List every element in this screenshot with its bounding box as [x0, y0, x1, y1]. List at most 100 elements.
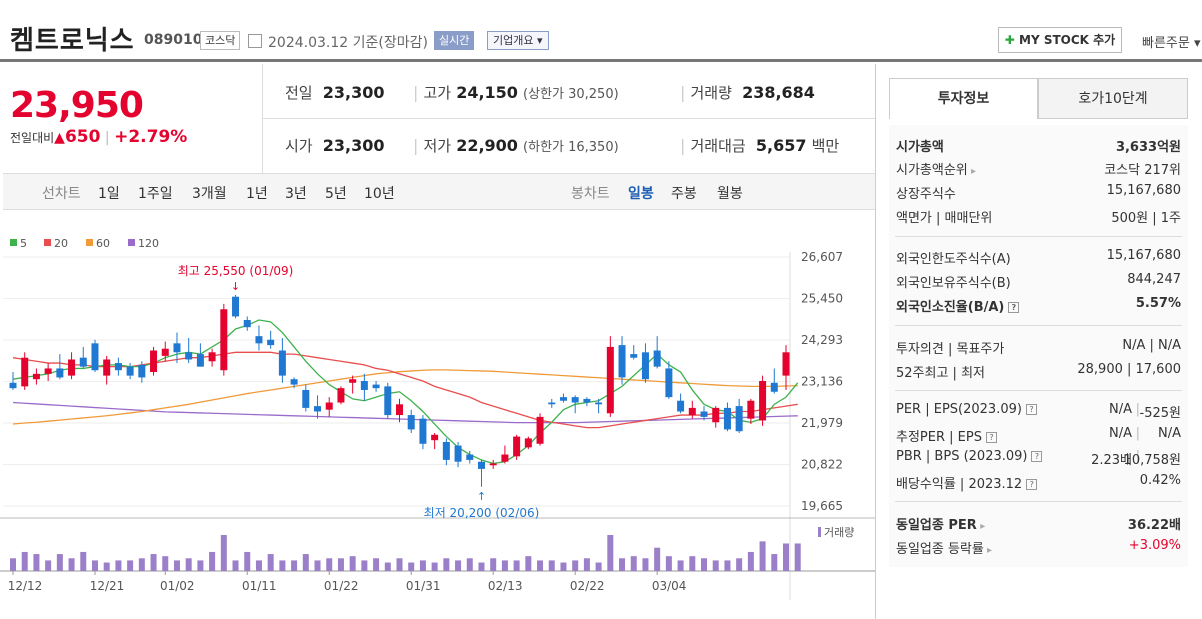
- info-label-r9: 52주최고 | 최저: [896, 366, 985, 381]
- help-icon[interactable]: ?: [1025, 404, 1037, 415]
- quick-order-dropdown[interactable]: 빠른주문 ▾: [1142, 36, 1201, 51]
- range-5y[interactable]: 5년: [325, 186, 347, 202]
- info-value-r7: 5.57%: [1135, 296, 1181, 311]
- candle: [290, 379, 298, 385]
- ma20-line: [12, 351, 798, 429]
- help-icon[interactable]: ?: [1008, 302, 1020, 313]
- volume-bar: [80, 551, 87, 571]
- volume-bar: [747, 551, 754, 571]
- info-value-r4: 500원 | 1주: [1111, 211, 1181, 226]
- y-tick-label: 19,665: [801, 499, 843, 513]
- candle: [407, 415, 415, 430]
- range-3y[interactable]: 3년: [285, 186, 307, 202]
- y-tick-label: 24,293: [801, 333, 843, 347]
- market-badge: 코스닥: [200, 31, 241, 50]
- info-label-r10: PER | EPS(2023.09)?: [896, 402, 1037, 417]
- volume-bar: [302, 554, 309, 571]
- tab-order-book[interactable]: 호가10단계: [1038, 78, 1188, 119]
- range-1d[interactable]: 1일: [98, 186, 120, 202]
- help-icon[interactable]: ?: [985, 432, 997, 443]
- volume-bar: [537, 560, 544, 571]
- volume-bar: [127, 560, 134, 571]
- candle: [150, 350, 158, 373]
- candle: [747, 400, 755, 419]
- low-annotation: 최저 20,200 (02/06): [424, 506, 540, 520]
- candle: [396, 404, 403, 416]
- candle-chart-label: 봉차트: [571, 186, 610, 202]
- volume-bar: [677, 560, 684, 571]
- info-value-r5: 15,167,680: [1106, 248, 1181, 263]
- volume-bar: [654, 547, 661, 571]
- realtime-button[interactable]: 실시간: [434, 31, 475, 50]
- info-label-r3: 상장주식수: [896, 187, 956, 202]
- volume-bar: [373, 558, 380, 571]
- add-mystock-button[interactable]: ✚ MY STOCK 추가: [998, 27, 1122, 53]
- legend-swatch: [10, 239, 17, 246]
- candle: [103, 359, 111, 376]
- volume-bar: [783, 543, 789, 571]
- info-value2-r11: N/A: [1158, 426, 1181, 441]
- volume-bar: [314, 560, 321, 571]
- tab-invest-info[interactable]: 투자정보: [889, 78, 1038, 119]
- info-value-r6: 844,247: [1127, 272, 1181, 287]
- volume-bar: [689, 556, 696, 571]
- volume-bar: [583, 558, 590, 571]
- info-label-r5: 외국인한도주식수(A): [896, 252, 1011, 267]
- candle: [325, 402, 333, 410]
- candle: [138, 364, 146, 378]
- arrow-right-icon[interactable]: ▸: [976, 521, 986, 532]
- help-icon[interactable]: ?: [1031, 451, 1043, 462]
- volume-bar: [478, 562, 485, 571]
- volume-bar: [384, 562, 391, 571]
- volume-bar: [736, 558, 743, 571]
- y-tick-label: 25,450: [801, 292, 843, 306]
- high-annotation: 최고 25,550 (01/09): [178, 264, 294, 278]
- candle: [665, 368, 673, 398]
- volume-bar: [759, 541, 766, 571]
- volume-bar: [220, 535, 227, 571]
- quote-date: 2024.03.12 기준(장마감): [268, 35, 428, 51]
- info-label-r12: PBR | BPS (2023.09)?: [896, 449, 1043, 464]
- range-10y[interactable]: 10년: [364, 186, 395, 202]
- candle: [442, 441, 450, 460]
- volume-bar: [513, 560, 520, 571]
- volume-bar: [408, 562, 415, 571]
- volume-legend-swatch: [818, 527, 821, 537]
- candle: [759, 380, 767, 421]
- x-tick-label: 01/11: [242, 579, 277, 593]
- invest-info-panel: [889, 125, 1188, 567]
- candle: [419, 418, 427, 444]
- range-3m[interactable]: 3개월: [192, 186, 227, 202]
- volume-bar: [501, 560, 508, 571]
- candle: [255, 336, 263, 344]
- legend-swatch: [44, 239, 51, 246]
- volume-bar: [630, 556, 637, 571]
- volume-label: 거래량: [824, 526, 854, 539]
- candle: [208, 352, 216, 362]
- arrow-right-icon[interactable]: ▸: [967, 166, 976, 177]
- volume-bar: [138, 558, 145, 571]
- high-price: | 고가 24,150 (상한가 30,250): [413, 83, 619, 102]
- range-1w[interactable]: 1주일: [138, 186, 173, 202]
- candle: [641, 352, 649, 380]
- candle: [114, 363, 122, 371]
- help-icon[interactable]: ?: [1026, 479, 1038, 490]
- range-monthly[interactable]: 월봉: [717, 186, 743, 202]
- range-weekly[interactable]: 주봉: [671, 186, 697, 202]
- range-1y[interactable]: 1년: [246, 186, 268, 202]
- arrow-right-icon[interactable]: ▸: [983, 545, 993, 556]
- range-daily[interactable]: 일봉: [628, 186, 654, 202]
- candle: [126, 366, 134, 376]
- candle: [618, 345, 626, 378]
- legend-label: 60: [96, 237, 110, 250]
- volume-bar: [455, 560, 462, 571]
- company-info-dropdown[interactable]: 기업개요 ▾: [487, 31, 549, 50]
- chart-range-bar: [3, 173, 875, 210]
- volume-bar: [560, 562, 567, 571]
- info-value2-r10: -525원: [1139, 406, 1181, 421]
- candle: [466, 454, 474, 460]
- candle: [185, 352, 193, 360]
- low-price: | 저가 22,900 (하한가 16,350): [413, 136, 619, 155]
- volume-bar: [607, 535, 614, 571]
- candle: [9, 382, 17, 389]
